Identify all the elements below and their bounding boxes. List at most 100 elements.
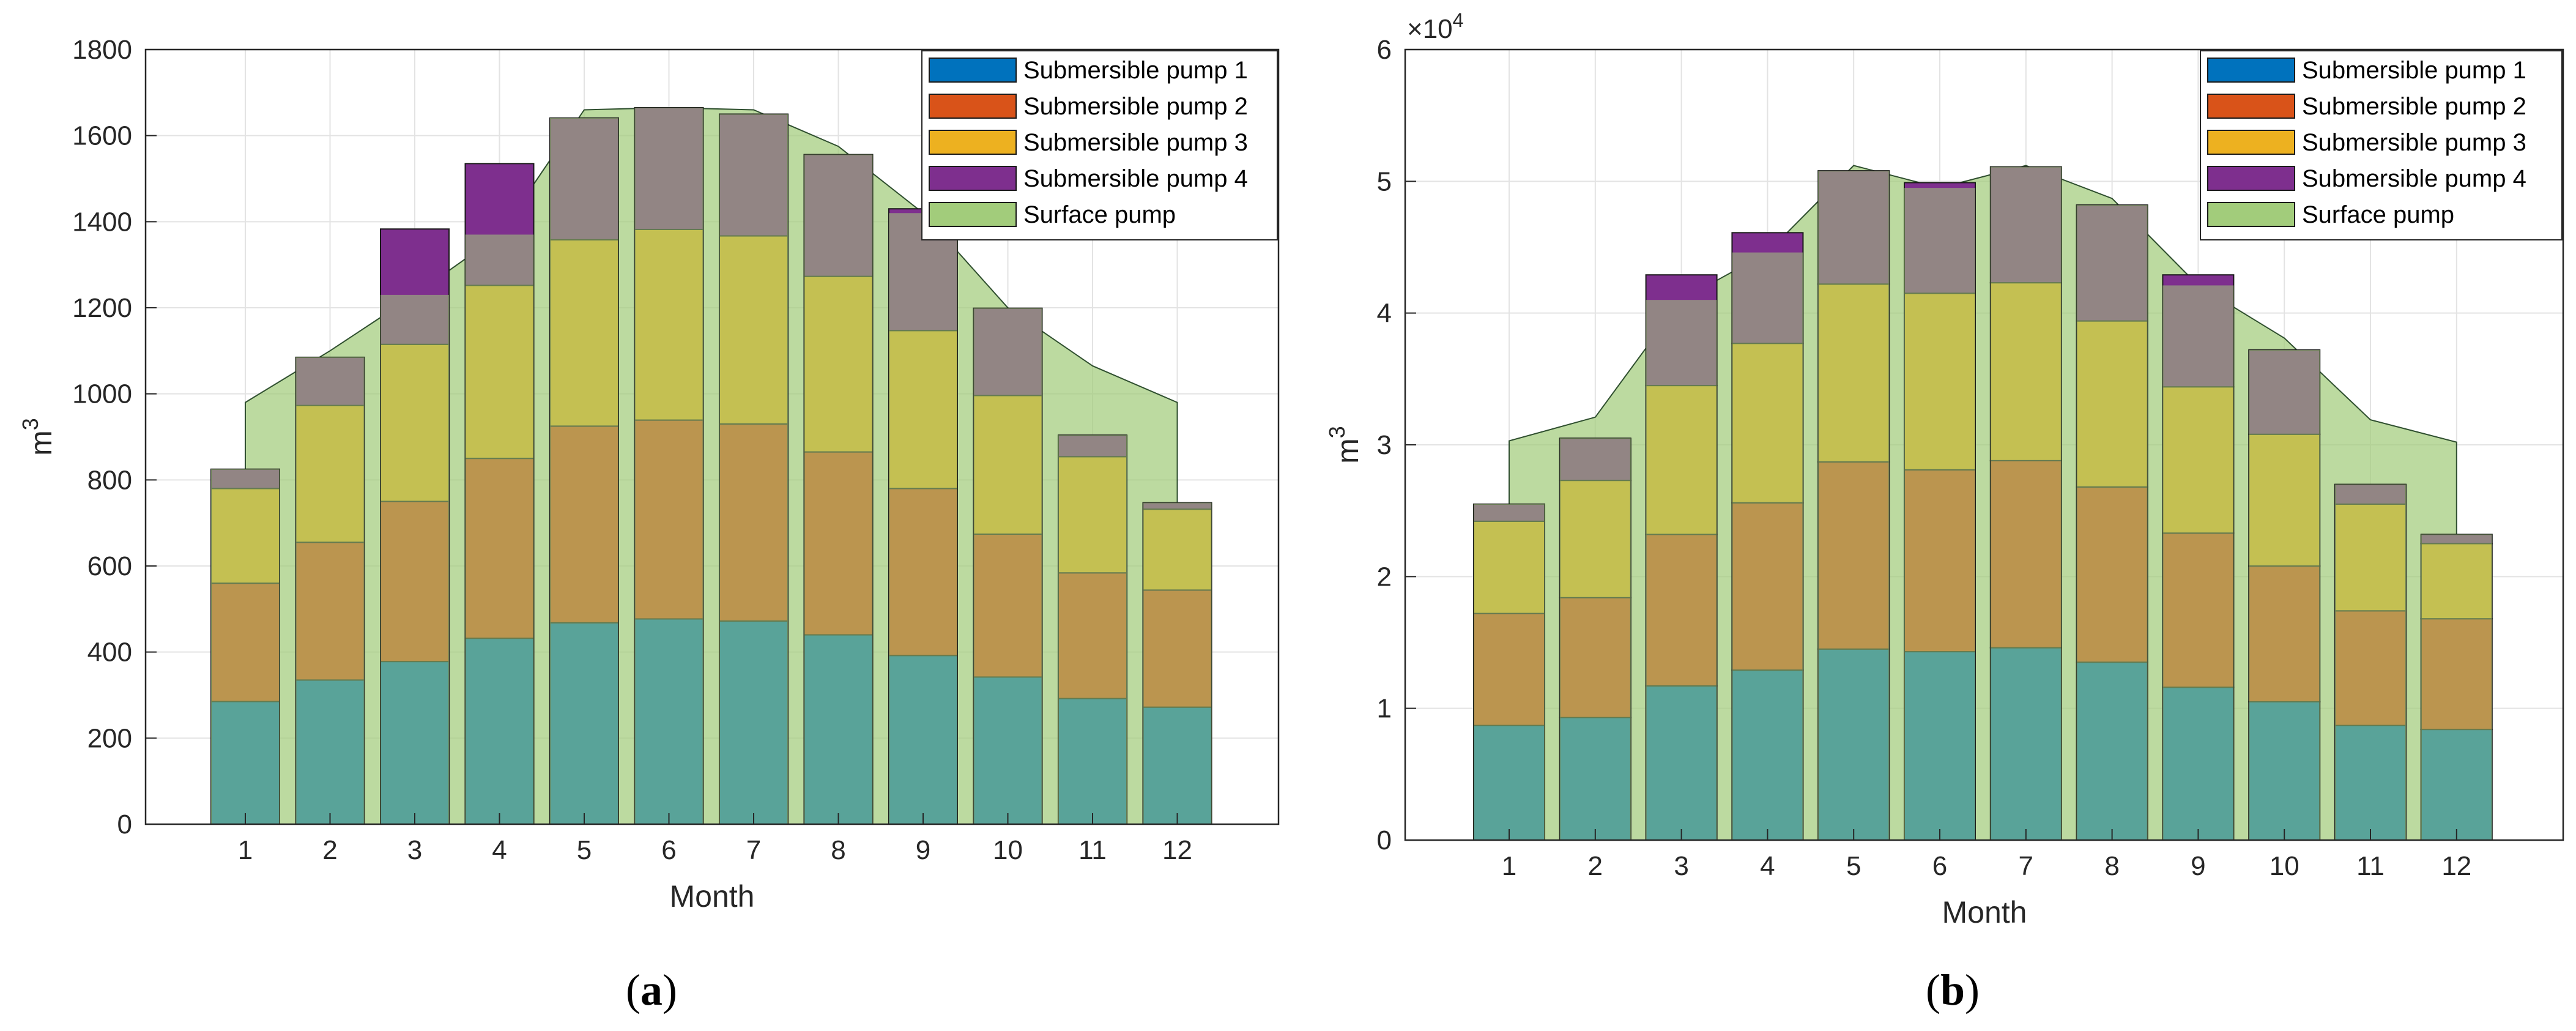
bar-overlay-b-m1	[1474, 504, 1545, 840]
legend-label-a-4: Submersible pump 4	[1023, 165, 1248, 192]
x-tick-label-b-8: 9	[2191, 851, 2205, 881]
y-exponent-base-b: ×10	[1407, 14, 1453, 44]
bar-overlay-b-m12	[2421, 534, 2492, 840]
y-tick-label-a-5: 1000	[72, 379, 132, 409]
x-tick-label-a-8: 9	[916, 835, 930, 865]
bar-overlay-a-m11	[1058, 435, 1127, 824]
x-tick-label-b-3: 4	[1760, 851, 1775, 881]
legend-swatch-b-1	[2207, 58, 2295, 83]
x-tick-label-b-6: 7	[2019, 851, 2033, 881]
bar-overlay-b-m6	[1904, 188, 1975, 841]
y-axis-label-b-sup: 3	[1324, 426, 1349, 438]
caption-b-letter: b	[1940, 966, 1965, 1014]
y-exponent-power-b: 4	[1453, 9, 1464, 31]
bar-overlay-a-m10	[973, 308, 1042, 824]
x-tick-label-a-11: 12	[1162, 835, 1192, 865]
y-tick-label-b-6: 6	[1377, 35, 1392, 65]
caption-a: (a)	[626, 966, 677, 1014]
legend-label-a-5: Surface pump	[1023, 201, 1176, 228]
x-tick-label-a-1: 2	[322, 835, 337, 865]
bar-overlay-a-m7	[719, 114, 788, 824]
legend-b: Submersible pump 1 Submersible pump 2 Subm…	[2200, 50, 2563, 240]
bar-overlay-b-m4	[1732, 252, 1803, 840]
caption-a-close: )	[663, 966, 677, 1014]
x-tick-label-b-9: 10	[2270, 851, 2299, 881]
x-tick-label-b-0: 1	[1502, 851, 1516, 881]
y-tick-label-a-7: 1400	[72, 207, 132, 237]
legend-label-a-1: Submersible pump 1	[1023, 57, 1248, 84]
legend-swatch-b-3	[2207, 130, 2295, 155]
legend-label-b-3: Submersible pump 3	[2302, 129, 2526, 156]
bar-overlay-a-m4	[465, 234, 534, 824]
x-axis-label-b: Month	[1942, 895, 2027, 929]
caption-b-close: )	[1965, 966, 1980, 1014]
x-tick-label-a-2: 3	[407, 835, 422, 865]
y-tick-label-a-0: 0	[117, 810, 132, 839]
y-tick-label-a-9: 1800	[72, 35, 132, 65]
legend-swatch-b-4	[2207, 166, 2295, 191]
legend-swatch-a-3	[929, 130, 1017, 155]
bar-overlay-b-m8	[2076, 205, 2148, 841]
y-axis-label-b-base: m	[1331, 438, 1365, 464]
x-tick-label-a-5: 6	[661, 835, 676, 865]
y-tick-label-a-3: 600	[87, 551, 132, 581]
x-tick-labels-b: 1 2 3 4 5 6 7 8 9 10 11 12	[1502, 829, 2471, 881]
bar-overlay-b-m9	[2162, 285, 2234, 840]
y-axis-label-a: m3	[18, 418, 58, 456]
bars-b	[1473, 166, 2493, 841]
legend-swatch-a-1	[929, 58, 1017, 83]
y-tick-labels-a: 0 200 400 600 800 1000 1200 1400 1600 1800	[72, 35, 157, 839]
y-tick-label-b-1: 1	[1377, 694, 1392, 724]
caption-b-open: (	[1926, 966, 1940, 1014]
plot-frame-a	[144, 48, 1280, 825]
legend-label-b-1: Submersible pump 1	[2302, 57, 2526, 84]
legend-label-a-2: Submersible pump 2	[1023, 93, 1248, 120]
legend-swatch-a-5	[929, 202, 1017, 227]
x-tick-label-a-0: 1	[238, 835, 253, 865]
caption-a-letter: a	[640, 966, 663, 1014]
bar-overlay-b-m11	[2335, 484, 2406, 840]
bar-overlay-a-m8	[804, 154, 873, 825]
x-tick-labels-a: 1 2 3 4 5 6 7 8 9 10 11 12	[238, 813, 1192, 865]
x-tick-label-b-1: 2	[1588, 851, 1603, 881]
bar-overlay-b-m5	[1818, 171, 1890, 840]
legend-swatch-b-5	[2207, 202, 2295, 227]
bar-overlay-a-m1	[211, 469, 280, 824]
y-tick-label-a-4: 800	[87, 465, 132, 495]
y-tick-labels-b: 0 1 2 3 4 5 6	[1377, 35, 1416, 855]
y-axis-label-a-base: m	[24, 430, 58, 456]
legend-label-b-4: Submersible pump 4	[2302, 165, 2526, 192]
bar-overlay-b-m2	[1559, 438, 1631, 840]
x-tick-label-a-6: 7	[746, 835, 761, 865]
legend-label-b-2: Submersible pump 2	[2302, 93, 2526, 120]
bar-overlay-a-m9	[889, 213, 957, 824]
y-axis-label-b: m3	[1324, 426, 1365, 464]
x-tick-label-a-7: 8	[831, 835, 845, 865]
y-tick-label-b-4: 4	[1377, 299, 1392, 329]
bar-overlay-b-m7	[1990, 166, 2062, 840]
y-tick-label-b-5: 5	[1377, 166, 1392, 196]
y-exponent-label-b: ×104	[1407, 9, 1463, 44]
y-axis-label-a-sup: 3	[18, 418, 43, 430]
x-tick-label-b-11: 12	[2441, 851, 2471, 881]
legend-swatch-a-4	[929, 166, 1017, 191]
bar-overlay-b-m3	[1646, 300, 1717, 841]
x-tick-label-a-9: 10	[993, 835, 1023, 865]
caption-a-open: (	[626, 966, 640, 1014]
x-axis-label-a: Month	[670, 879, 755, 914]
legend-swatch-a-2	[929, 94, 1017, 119]
bar-overlay-a-m3	[380, 294, 449, 824]
bar-overlay-a-m6	[634, 107, 703, 825]
y-tick-label-b-2: 2	[1377, 562, 1392, 592]
x-tick-label-a-3: 4	[492, 835, 507, 865]
y-tick-label-b-0: 0	[1377, 825, 1392, 855]
y-tick-label-a-8: 1600	[72, 121, 132, 151]
x-tick-label-b-4: 5	[1846, 851, 1861, 881]
legend-swatch-b-2	[2207, 94, 2295, 119]
bar-overlay-a-m2	[295, 357, 365, 824]
x-tick-label-a-4: 5	[577, 835, 592, 865]
y-tick-label-a-1: 200	[87, 723, 132, 753]
legend-label-a-3: Submersible pump 3	[1023, 129, 1248, 156]
